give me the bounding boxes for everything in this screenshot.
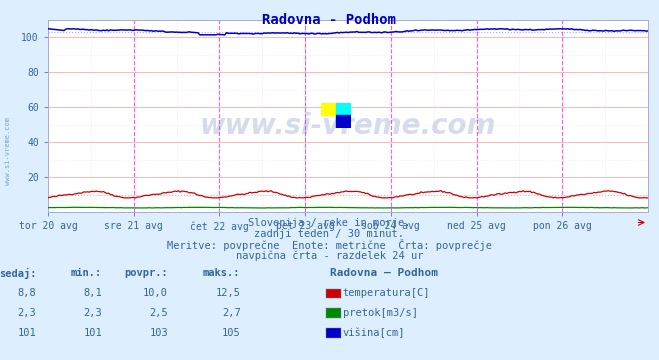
- Text: www.si-vreme.com: www.si-vreme.com: [200, 112, 496, 140]
- Text: maks.:: maks.:: [203, 268, 241, 278]
- Text: Radovna - Podhom: Radovna - Podhom: [262, 13, 397, 27]
- Text: temperatura[C]: temperatura[C]: [343, 288, 430, 298]
- Bar: [336, 103, 351, 115]
- Text: navpična črta - razdelek 24 ur: navpična črta - razdelek 24 ur: [236, 250, 423, 261]
- Text: 8,8: 8,8: [18, 288, 36, 298]
- Text: pretok[m3/s]: pretok[m3/s]: [343, 308, 418, 318]
- Text: Slovenija / reke in morje.: Slovenija / reke in morje.: [248, 218, 411, 228]
- Text: 2,5: 2,5: [150, 308, 168, 318]
- Text: 10,0: 10,0: [143, 288, 168, 298]
- Text: 2,3: 2,3: [18, 308, 36, 318]
- Text: zadnji teden / 30 minut.: zadnji teden / 30 minut.: [254, 229, 405, 239]
- Bar: [336, 115, 351, 127]
- Text: min.:: min.:: [71, 268, 102, 278]
- Text: 2,3: 2,3: [84, 308, 102, 318]
- Text: 105: 105: [222, 328, 241, 338]
- Text: 101: 101: [18, 328, 36, 338]
- Text: Meritve: povprečne  Enote: metrične  Črta: povprečje: Meritve: povprečne Enote: metrične Črta:…: [167, 239, 492, 251]
- Text: povpr.:: povpr.:: [125, 268, 168, 278]
- Text: sedaj:: sedaj:: [0, 268, 36, 279]
- Text: 12,5: 12,5: [215, 288, 241, 298]
- Text: višina[cm]: višina[cm]: [343, 328, 405, 338]
- Text: www.si-vreme.com: www.si-vreme.com: [5, 117, 11, 185]
- Text: 8,1: 8,1: [84, 288, 102, 298]
- Text: Radovna – Podhom: Radovna – Podhom: [330, 268, 438, 278]
- Text: 101: 101: [84, 328, 102, 338]
- Bar: [321, 103, 336, 115]
- Text: 103: 103: [150, 328, 168, 338]
- Text: 2,7: 2,7: [222, 308, 241, 318]
